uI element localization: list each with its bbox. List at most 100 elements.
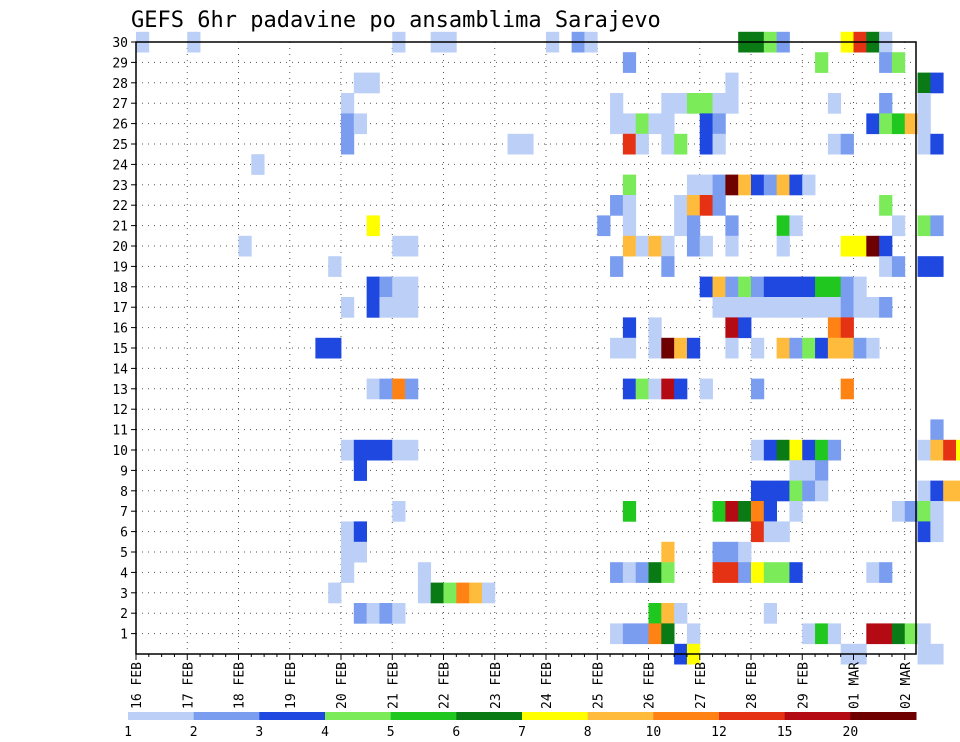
heatmap-cell [353, 439, 368, 461]
colorbar-swatch [128, 712, 195, 720]
heatmap-cell [725, 235, 739, 257]
heatmap-cell [879, 297, 893, 318]
heatmap-cell [341, 541, 355, 563]
heatmap-cell [699, 195, 713, 216]
heatmap-cell [789, 501, 803, 522]
y-tick-label: 17 [112, 301, 128, 316]
heatmap-cell [392, 603, 406, 624]
x-tick-label: 02 MAR [899, 662, 914, 709]
heatmap-cell [776, 297, 790, 318]
heatmap-cell [648, 113, 662, 135]
heatmap-cell [686, 337, 701, 359]
heatmap-cell [917, 256, 931, 277]
heatmap-cell [725, 215, 739, 237]
heatmap-cell [725, 541, 739, 563]
heatmap-cell [879, 113, 893, 135]
heatmap-cell [815, 276, 829, 298]
heatmap-cell [686, 215, 701, 237]
heatmap-cell [622, 562, 637, 583]
y-tick-label: 28 [112, 77, 128, 92]
heatmap-cell [930, 521, 944, 543]
heatmap-cell [341, 297, 355, 318]
heatmap-cell [366, 215, 380, 237]
heatmap-cell [674, 215, 688, 237]
heatmap-cell [648, 317, 662, 339]
heatmap-cell [712, 133, 726, 155]
heatmap-cell [661, 541, 675, 563]
heatmap-cell [674, 93, 688, 114]
heatmap-cell [917, 480, 931, 502]
heatmap-cell [674, 133, 688, 155]
x-tick-label: 01 MAR [848, 662, 863, 709]
heatmap-cell [686, 623, 701, 645]
heatmap-cell [763, 603, 778, 624]
heatmap-cell [622, 174, 637, 196]
heatmap-cell [507, 133, 521, 155]
heatmap-cell [405, 297, 419, 318]
y-tick-label: 3 [120, 587, 128, 602]
heatmap-cell [405, 276, 419, 298]
x-tick-label: 23 FEB [489, 662, 504, 709]
heatmap-cell [366, 72, 380, 94]
heatmap-cell [815, 480, 829, 502]
heatmap-cell [699, 93, 713, 114]
x-tick-label: 28 FEB [745, 662, 760, 709]
colorbar-label: 4 [321, 725, 329, 740]
heatmap-cell [251, 154, 265, 175]
colorbar-swatch [325, 712, 392, 720]
heatmap-cell [392, 378, 406, 400]
heatmap-cell [622, 337, 637, 359]
x-tick-label: 16 FEB [130, 662, 145, 709]
heatmap-cell [891, 52, 906, 73]
heatmap-cell [341, 113, 355, 135]
heatmap-cell [943, 480, 957, 502]
heatmap-cell [725, 501, 739, 522]
heatmap-cell [379, 603, 393, 624]
heatmap-cell [751, 480, 765, 502]
x-tick-label: 29 FEB [796, 662, 811, 709]
heatmap-cell [610, 256, 624, 277]
heatmap-cell [904, 501, 918, 522]
heatmap-cell [699, 378, 713, 400]
heatmap-cell [930, 133, 944, 155]
heatmap-cell [879, 52, 893, 73]
heatmap-cell [610, 113, 624, 135]
heatmap-cell [341, 439, 355, 461]
heatmap-cell [366, 276, 380, 298]
x-tick-label: 22 FEB [438, 662, 453, 709]
heatmap-cell [417, 562, 432, 583]
heatmap-cell [776, 439, 790, 461]
heatmap-cell [751, 521, 765, 543]
heatmap-cell [853, 337, 867, 359]
heatmap-cell [827, 276, 842, 298]
y-tick-label: 21 [112, 220, 128, 235]
heatmap-cell [456, 582, 470, 604]
heatmap-cell [917, 643, 931, 665]
heatmap-cell [776, 480, 790, 502]
heatmap-cell [353, 113, 368, 135]
y-tick-label: 9 [120, 464, 128, 479]
heatmap-cell [712, 113, 726, 135]
colorbar-swatch [522, 712, 589, 720]
heatmap-cell [789, 215, 803, 237]
heatmap-cell [751, 297, 765, 318]
heatmap-cell [840, 235, 854, 257]
heatmap-cell [917, 72, 931, 94]
heatmap-cell [738, 541, 752, 563]
y-tick-label: 4 [120, 566, 128, 581]
heatmap-cell [635, 113, 649, 135]
heatmap-cell [610, 623, 624, 645]
heatmap-cell [328, 337, 342, 359]
heatmap-cell [763, 439, 778, 461]
heatmap-cell [930, 501, 944, 522]
y-tick-label: 29 [112, 56, 128, 71]
heatmap-cell [712, 562, 726, 583]
heatmap-cell [930, 480, 944, 502]
heatmap-cell [610, 562, 624, 583]
heatmap-cell [622, 623, 637, 645]
heatmap-cell [699, 113, 713, 135]
heatmap-cell [341, 521, 355, 543]
heatmap-cell [789, 439, 803, 461]
heatmap-cell [443, 582, 457, 604]
